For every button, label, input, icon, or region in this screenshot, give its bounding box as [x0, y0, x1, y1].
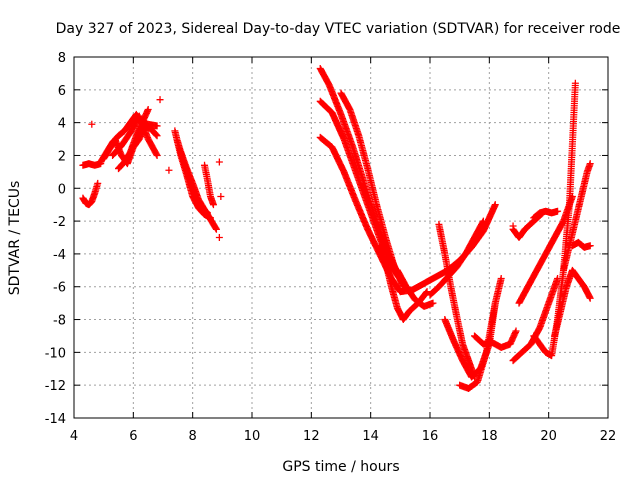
x-tick-label: 14 — [362, 429, 379, 444]
y-tick-label: 2 — [58, 149, 66, 164]
x-tick-label: 12 — [303, 429, 320, 444]
data-point-arc15 — [422, 289, 430, 297]
x-tick-label: 22 — [600, 429, 617, 444]
x-tick-label: 8 — [189, 429, 197, 444]
data-point-outlier — [217, 192, 225, 200]
data-point-arc30 — [586, 242, 594, 250]
data-point-outlier — [509, 222, 517, 230]
y-tick-label: -8 — [53, 314, 66, 329]
y-tick-label: -12 — [45, 379, 66, 394]
axes: 4 6 8 10 12 14 16 18 20 22 -14 -12 -10 -8 -6 -4 -2 0 2 4 6 8 — [45, 51, 617, 444]
x-tick-label: 20 — [540, 429, 557, 444]
data-point-arc21 — [497, 275, 505, 283]
y-tick-label: 6 — [58, 84, 66, 99]
data-point-outlier — [88, 120, 96, 128]
data-point-arc24 — [554, 207, 562, 215]
x-tick-label: 18 — [481, 429, 498, 444]
y-tick-label: 4 — [58, 117, 66, 132]
data-point-arc4 — [152, 131, 160, 139]
data-point-arc9 — [212, 225, 220, 233]
x-axis-label: GPS time / hours — [282, 459, 399, 475]
data-point-arc4 — [152, 130, 160, 138]
data-point-arc16 — [429, 299, 437, 307]
x-tick-label: 16 — [422, 429, 439, 444]
y-tick-label: 0 — [58, 182, 66, 197]
data-point-arc22 — [512, 327, 520, 335]
data-point-arc1 — [94, 179, 102, 187]
data-point-arc28 — [586, 294, 594, 302]
y-tick-label: -2 — [53, 215, 66, 230]
data-point-outlier — [165, 166, 173, 174]
data-point-arc6 — [153, 151, 161, 159]
data-point-arc4 — [153, 132, 161, 140]
data-point-arc10 — [209, 201, 217, 209]
plot-frame — [73, 56, 609, 419]
x-tick-label: 4 — [70, 429, 78, 444]
data-point-outlier — [156, 96, 164, 104]
data-point-arc19 — [479, 217, 487, 225]
y-tick-label: -10 — [45, 346, 66, 361]
data-point-arc9 — [212, 224, 220, 232]
y-tick-label: -6 — [53, 281, 66, 296]
x-tick-label: 10 — [244, 429, 261, 444]
y-tick-label: 8 — [58, 51, 66, 66]
data-point-outlier — [215, 234, 223, 241]
data-point-arc5 — [144, 106, 152, 114]
y-tick-label: -4 — [53, 248, 66, 263]
x-tick-label: 6 — [129, 429, 137, 444]
y-tick-label: -14 — [45, 412, 66, 427]
y-axis-label: SDTVAR / TECUs — [7, 181, 23, 296]
data-points — [79, 64, 594, 392]
data-point-outlier — [215, 158, 223, 166]
chart-title: Day 327 of 2023, Sidereal Day-to-day VTE… — [56, 21, 621, 37]
data-point-arc3 — [153, 122, 161, 130]
data-point-arc29 — [586, 160, 594, 168]
data-point-arc27 — [571, 79, 579, 87]
data-point-arc17 — [491, 201, 499, 209]
